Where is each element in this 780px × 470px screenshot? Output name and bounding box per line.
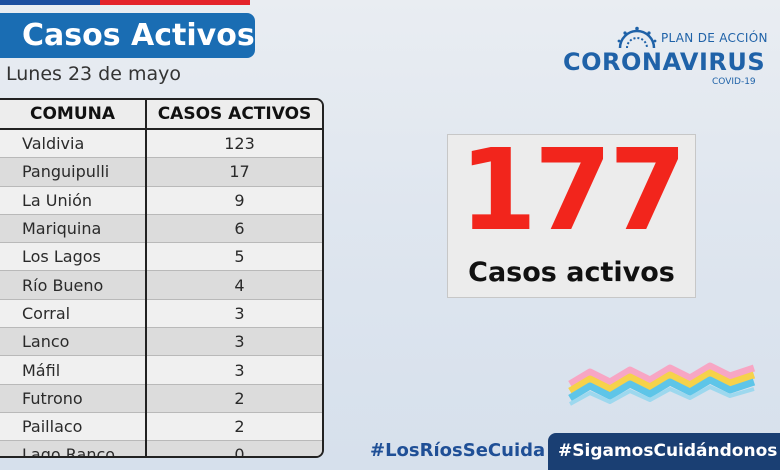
casos-cell: 9 [146, 186, 322, 215]
table-row: La Unión 9 [0, 186, 322, 215]
casos-cell: 6 [146, 214, 322, 244]
casos-cell: 3 [146, 327, 322, 357]
total-cases-label: Casos activos [468, 257, 675, 288]
table-header-row: COMUNA CASOS ACTIVOS [0, 100, 322, 130]
casos-cell: 3 [146, 355, 322, 385]
column-header-casos: CASOS ACTIVOS [146, 100, 322, 130]
casos-cell: 2 [146, 412, 322, 442]
table-row: Lago Ranco 0 [0, 440, 322, 456]
comuna-cell: Corral [0, 299, 147, 329]
flag-stripe-red [100, 0, 250, 5]
comuna-cell: Valdivia [0, 129, 147, 159]
table-row: Máfil 3 [0, 355, 322, 385]
column-header-comuna: COMUNA [0, 100, 147, 130]
table-row: Mariquina 6 [0, 214, 322, 244]
table-row: Paillaco 2 [0, 412, 322, 442]
comuna-cell: Río Bueno [0, 270, 147, 300]
casos-cell: 5 [146, 242, 322, 272]
logo-sub-text: COVID-19 [712, 77, 756, 87]
sun-emblem-icon [617, 26, 657, 49]
table-row: Futrono 2 [0, 384, 322, 413]
table-row: Panguipulli 17 [0, 157, 322, 187]
coronavirus-logo: PLAN DE ACCIÓN CORONAVIRUS COVID-19 [560, 26, 770, 96]
flag-stripe-blue [0, 0, 100, 5]
table-row: Lanco 3 [0, 327, 322, 357]
table-row: Río Bueno 4 [0, 270, 322, 300]
comuna-cell: Panguipulli [0, 157, 147, 187]
report-date: Lunes 23 de mayo [6, 63, 181, 85]
regional-waves-icon [568, 362, 756, 406]
comuna-cell: Máfil [0, 355, 147, 385]
comuna-cell: Futrono [0, 384, 147, 413]
flag-stripe [0, 0, 250, 5]
logo-main-text: CORONAVIRUS [563, 48, 766, 76]
page-title: Casos Activos [0, 13, 255, 58]
comuna-cell: Paillaco [0, 412, 147, 442]
table-row: Corral 3 [0, 299, 322, 329]
comuna-cell: La Unión [0, 186, 147, 215]
total-cases-box: 177 Casos activos [447, 134, 696, 298]
table-row: Valdivia 123 [0, 129, 322, 159]
table-row: Los Lagos 5 [0, 242, 322, 272]
cases-table: COMUNA CASOS ACTIVOS Valdivia 123 Panguip… [0, 98, 324, 458]
total-cases-number: 177 [459, 126, 687, 256]
hashtag-los-rios: #LosRíosSeCuida [370, 440, 546, 461]
logo-plan-text: PLAN DE ACCIÓN [661, 31, 768, 45]
comuna-cell: Mariquina [0, 214, 147, 244]
hashtag-sigamos: #SigamosCuidándonos [548, 433, 780, 470]
casos-cell: 4 [146, 270, 322, 300]
casos-cell: 3 [146, 299, 322, 329]
comuna-cell: Lago Ranco [0, 440, 147, 456]
comuna-cell: Los Lagos [0, 242, 147, 272]
casos-cell: 123 [146, 129, 322, 159]
casos-cell: 2 [146, 384, 322, 413]
casos-cell: 17 [146, 157, 322, 187]
comuna-cell: Lanco [0, 327, 147, 357]
casos-cell: 0 [146, 440, 322, 456]
